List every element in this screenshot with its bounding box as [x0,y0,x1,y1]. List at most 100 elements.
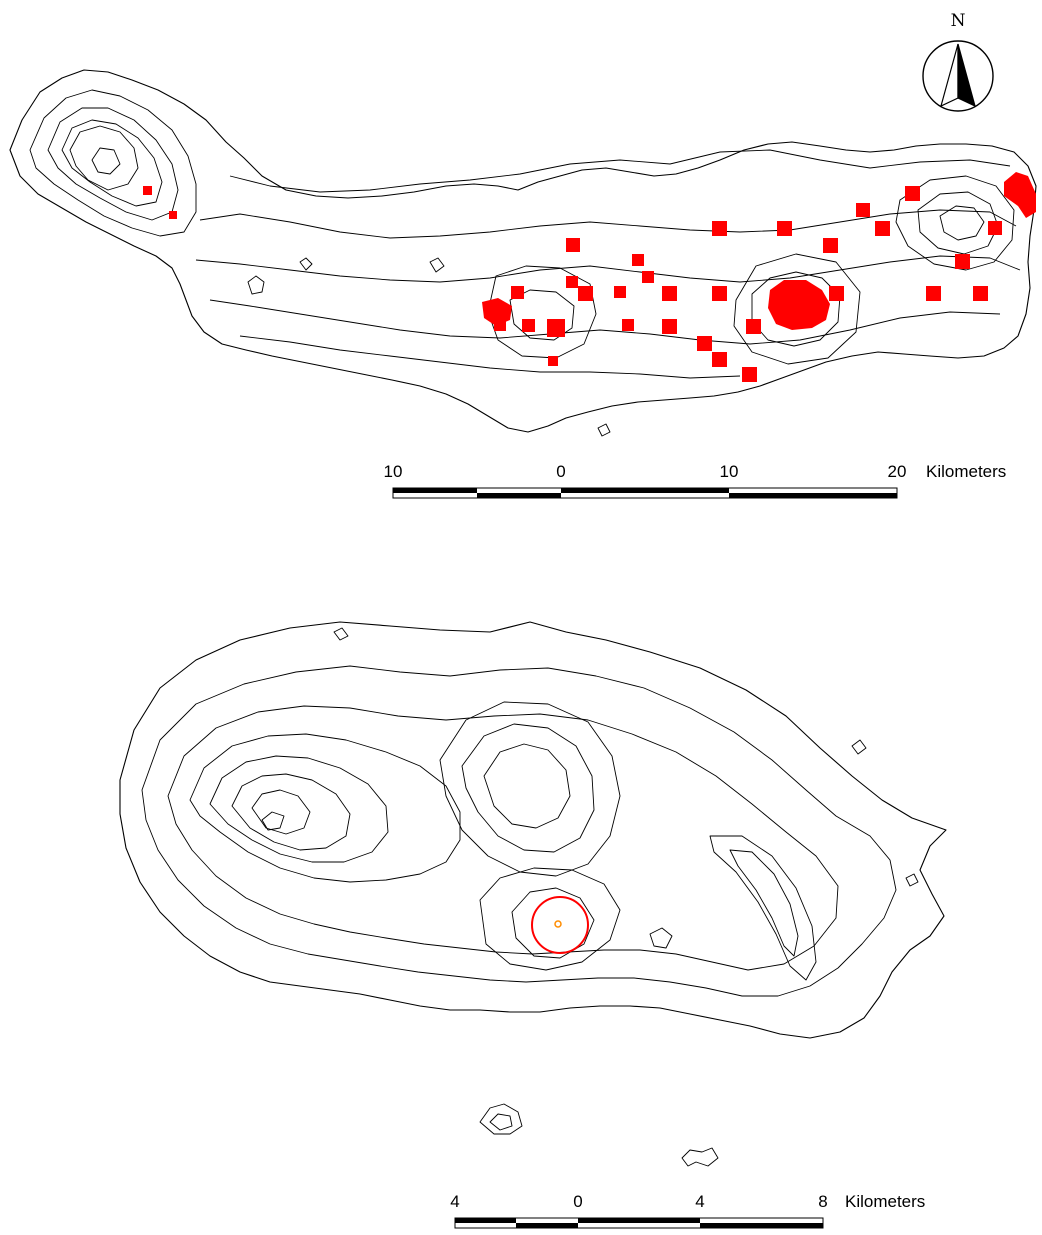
scale2-seg-d [700,1223,823,1228]
map1-red-cell [642,271,654,283]
map2-contour-2 [167,705,839,971]
scale2-tick-label-2: 4 [695,1192,704,1211]
map1-contour-mid-1 [199,209,1017,239]
map1-red-cell [905,186,920,201]
north-label: N [951,11,966,31]
map2-contour-central-3 [483,743,571,829]
scale-bar-2: 4 0 4 8 Kilometers [450,1192,925,1229]
map1-red-cell [662,319,677,334]
scale2-tick-label-0: 4 [450,1192,459,1211]
map1-red-cell [875,221,890,236]
map1-crater-east [751,271,841,347]
map1-crater-west [69,125,139,191]
map2-contour-central-1 [439,701,621,877]
map-1-island [9,69,1037,437]
map1-red-cell [829,286,844,301]
map2-contour-5 [231,773,351,851]
map1-contour-east-2 [917,191,999,255]
map1-red-cell [511,286,524,299]
map2-contour-south-crater-inner [511,887,595,959]
map1-red-cluster-northeast [1004,172,1036,218]
map1-red-cluster-east-caldera [768,280,830,330]
map1-contour-north [229,149,1011,193]
map1-contour-west-3 [61,119,163,207]
map2-islet-sw [479,1103,523,1135]
map1-red-cell [955,254,970,269]
scale2-seg-b [516,1223,578,1228]
north-arrow-right-half [957,43,976,108]
map1-red-cell [988,221,1002,235]
map1-contour-mid-4 [239,335,741,379]
scale1-tick-label-3: 20 [888,462,907,481]
compass-ring [922,40,994,112]
scale1-tick-label-2: 10 [720,462,739,481]
map1-red-cell [632,254,644,266]
scale1-seg-a [393,488,477,493]
map1-contour-east-1 [895,175,1015,271]
scale1-tick-label-1: 0 [556,462,565,481]
map1-knoll-1 [247,275,265,295]
scale1-tick-label-0: 10 [384,462,403,481]
scale2-seg-c [578,1218,700,1223]
map1-red-cell [578,286,593,301]
map2-knoll-2 [851,739,867,755]
map1-red-cluster-west [482,298,512,326]
map1-red-cell [823,238,838,253]
map1-red-cell [697,336,712,351]
map2-contour-central-2 [461,723,595,853]
map1-red-cell [746,319,761,334]
map1-crater-east-2 [733,253,861,365]
map1-red-cell [622,319,634,331]
map2-islet-sw-inner [489,1113,513,1131]
map1-knoll-3 [429,257,445,273]
map2-contour-south-crater-outer [479,867,621,971]
map1-red-cell [973,286,988,301]
map1-red-cell [547,319,565,337]
map2-ridge-east-2 [729,849,799,957]
map1-red-cell [712,352,727,367]
map1-red-cell [712,221,727,236]
map1-contour-west-2 [47,107,179,221]
north-arrow-left-half [940,43,959,108]
map1-red-cell [169,211,177,219]
map1-contour-mid-3 [209,299,1001,345]
map1-red-cell [566,276,578,288]
map1-red-cells [143,186,1002,382]
map1-knoll-2 [299,257,313,271]
map1-red-cell [522,319,535,332]
map2-knoll-4 [905,873,919,887]
map2-islet-se [681,1147,719,1167]
map1-red-cell [614,286,626,298]
map2-location-marker [554,920,562,928]
map1-red-cell [712,286,727,301]
map1-red-cell [566,238,580,252]
map2-knoll-1 [649,927,673,949]
map2-knoll-3 [333,627,349,641]
map-2-island [119,621,947,1167]
map2-coastline [119,621,947,1039]
map1-knoll-4 [597,423,611,437]
map1-contour-west-1 [29,89,197,237]
map2-crater-west-inner [261,811,285,831]
map2-crater-west [251,789,311,835]
map1-contour-mid-2 [195,255,1021,283]
map1-red-cell [662,286,677,301]
map1-red-cell [856,203,870,217]
map1-red-cell [926,286,941,301]
scale1-seg-b [477,493,561,498]
scale-bar-1: 10 0 10 20 Kilometers [384,462,1006,499]
map2-highlight-circle [531,896,589,954]
map1-contour-east-3 [939,205,985,241]
map2-contour-1 [141,665,897,997]
scale1-unit-label: Kilometers [926,462,1006,481]
scale1-seg-c [561,488,729,493]
map2-contour-4 [209,755,389,863]
map2-ridge-east-1 [709,835,817,981]
map1-red-cell [143,186,152,195]
scale2-unit-label: Kilometers [845,1192,925,1211]
map1-red-cell [777,221,792,236]
scale1-seg-d [729,493,897,498]
map1-crater-center [509,289,575,341]
scale2-tick-label-3: 8 [818,1192,827,1211]
